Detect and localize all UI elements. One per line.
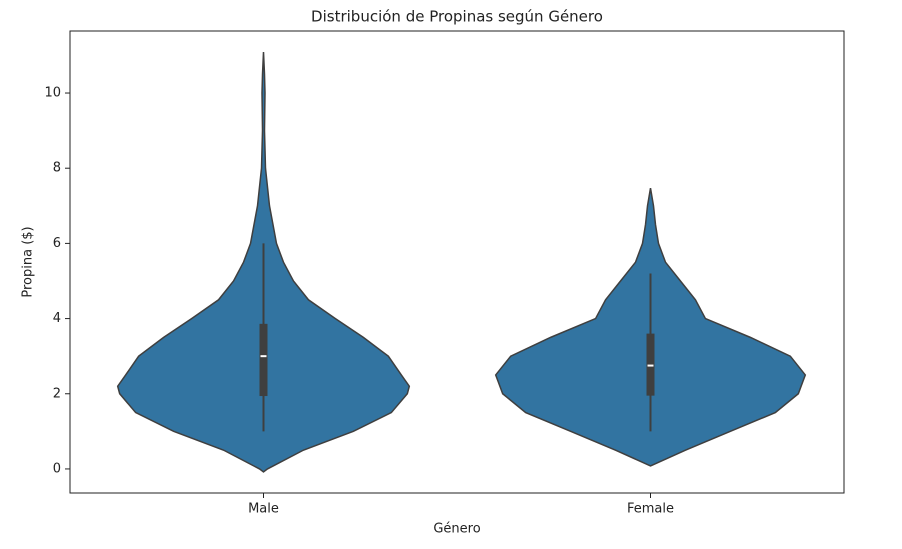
x-tick-label: Female bbox=[627, 502, 674, 517]
x-tick-label: Male bbox=[248, 502, 279, 517]
y-axis-label: Propina ($) bbox=[21, 226, 36, 297]
plot-frame bbox=[69, 30, 845, 494]
iqr-box bbox=[259, 323, 268, 397]
chart-title: Distribución de Propinas según Género bbox=[311, 8, 603, 26]
x-axis-label: Género bbox=[433, 522, 480, 537]
y-tick-label: 10 bbox=[44, 86, 61, 101]
y-tick-label: 2 bbox=[53, 386, 61, 401]
y-tick-label: 6 bbox=[53, 236, 61, 251]
y-tick-label: 4 bbox=[53, 311, 61, 326]
y-tick-label: 8 bbox=[53, 161, 61, 176]
y-tick-label: 0 bbox=[53, 461, 61, 476]
